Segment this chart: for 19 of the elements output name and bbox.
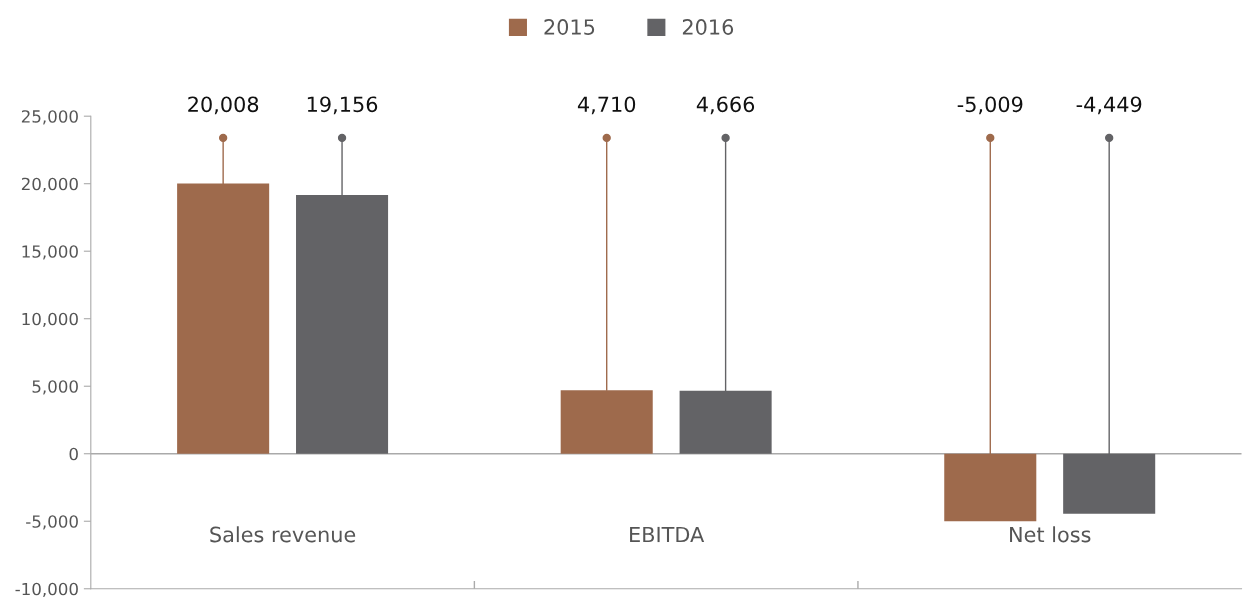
text: 4,666 — [696, 96, 755, 115]
text: -5,009 — [957, 96, 1023, 115]
y-tick-label: 25,000 — [21, 110, 78, 125]
legend-label: 2016 — [682, 19, 734, 35]
legend-label: 2015 — [544, 19, 595, 35]
text: -4,449 — [1076, 96, 1142, 115]
y-tick-label: -10,000 — [15, 582, 78, 598]
x-tick-label: EBITDA — [630, 526, 705, 543]
text: 4,710 — [577, 96, 636, 115]
text: 20,008 — [188, 96, 259, 115]
y-tick-label: 20,000 — [21, 177, 78, 192]
x-tick-label: Sales revenue — [210, 526, 356, 543]
y-tick-label: 15,000 — [22, 245, 78, 260]
text: 19,156 — [307, 96, 378, 115]
y-tick-label: -5,000 — [26, 515, 78, 530]
y-tick-label: 0 — [69, 447, 78, 461]
x-tick-label: Net loss — [1010, 526, 1091, 543]
y-tick-label: 5,000 — [32, 380, 78, 395]
y-tick-label: 10,000 — [22, 312, 78, 327]
